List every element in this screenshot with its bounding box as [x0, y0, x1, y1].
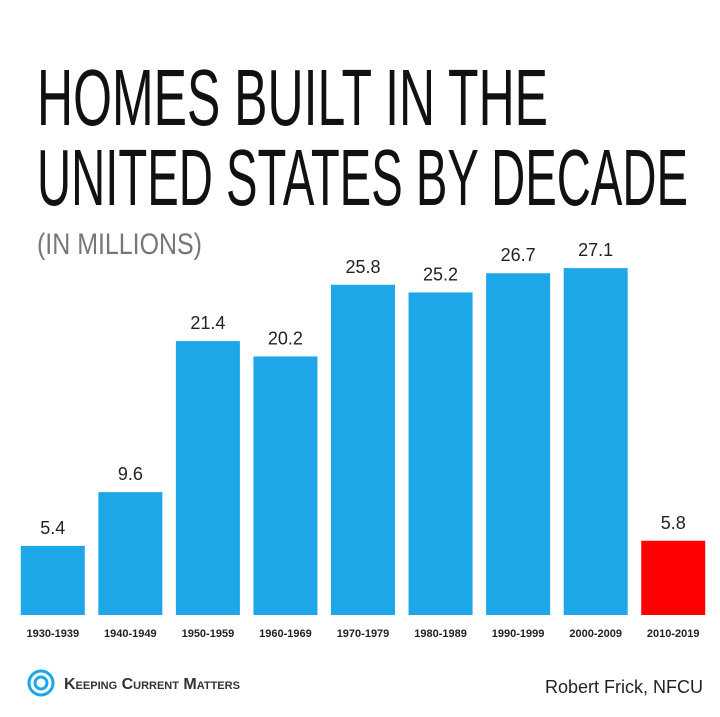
- bar: [486, 273, 551, 615]
- value-label: 26.7: [501, 245, 536, 265]
- bar: [641, 540, 706, 615]
- bar: [563, 268, 628, 615]
- bar: [253, 356, 318, 615]
- chart-subtitle: (IN MILLIONS): [37, 228, 202, 261]
- logo-icon: [33, 675, 49, 691]
- value-label: 20.2: [268, 328, 303, 348]
- x-tick-label: 1940-1949: [104, 628, 157, 640]
- logo-icon: [27, 669, 55, 697]
- bar: [98, 492, 163, 615]
- value-label: 21.4: [190, 313, 225, 333]
- value-label: 5.4: [40, 518, 65, 538]
- value-label: 25.2: [423, 264, 458, 284]
- x-tick-label: 1970-1979: [337, 628, 390, 640]
- x-tick-label: 2010-2019: [647, 628, 700, 640]
- chart-title: UNITED STATES BY DECADE: [37, 133, 688, 222]
- x-tick-label: 1990-1999: [492, 628, 545, 640]
- x-tick-label: 1980-1989: [414, 628, 467, 640]
- chart-title: HOMES BUILT IN THE: [37, 53, 548, 142]
- source: Robert Frick, NFCU: [545, 677, 703, 697]
- value-label: 27.1: [578, 240, 613, 260]
- value-label: 25.8: [345, 257, 380, 277]
- logo: [27, 669, 55, 697]
- logo-text: Keeping Current Matters: [64, 676, 240, 693]
- bar: [331, 284, 395, 615]
- bar: [408, 292, 473, 615]
- x-tick-label: 1930-1939: [26, 628, 79, 640]
- bar: [20, 545, 85, 615]
- value-label: 9.6: [118, 464, 143, 484]
- x-tick-label: 2000-2009: [569, 628, 622, 640]
- bar: [175, 341, 240, 615]
- x-tick-label: 1950-1959: [182, 628, 235, 640]
- value-label: 5.8: [661, 513, 686, 533]
- x-tick-label: 1960-1969: [259, 628, 312, 640]
